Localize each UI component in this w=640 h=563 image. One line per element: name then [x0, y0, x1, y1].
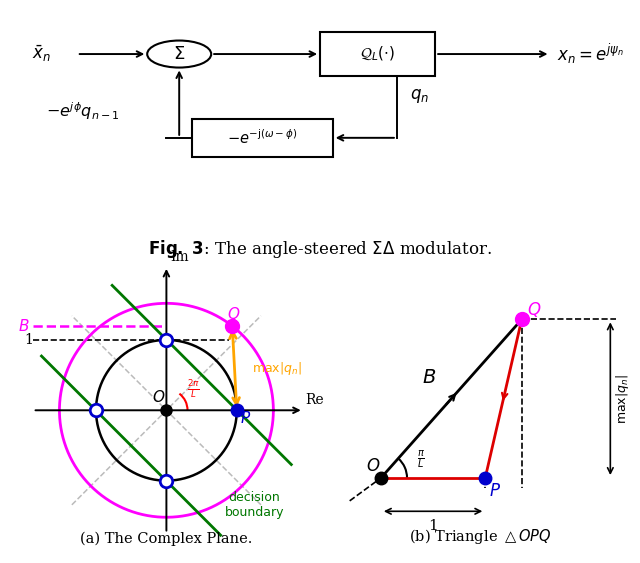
- Text: $O$: $O$: [152, 389, 166, 405]
- Text: $\mathcal{Q}_L(\cdot)$: $\mathcal{Q}_L(\cdot)$: [360, 45, 396, 63]
- Text: $\bar{x}_n$: $\bar{x}_n$: [32, 44, 51, 64]
- Text: $Q$: $Q$: [527, 300, 541, 319]
- Text: 1: 1: [25, 333, 34, 347]
- Text: decision
boundary: decision boundary: [225, 491, 284, 519]
- FancyBboxPatch shape: [320, 33, 435, 75]
- Text: $B$: $B$: [422, 369, 436, 387]
- Text: $x_n = e^{j\psi_n}$: $x_n = e^{j\psi_n}$: [557, 42, 624, 66]
- Text: Im: Im: [171, 250, 189, 264]
- Text: $B$: $B$: [18, 318, 29, 334]
- Text: $q_n$: $q_n$: [410, 87, 429, 105]
- Text: $-e^{j\phi}q_{n-1}$: $-e^{j\phi}q_{n-1}$: [46, 100, 120, 122]
- Text: $P$: $P$: [490, 482, 501, 499]
- Text: 1: 1: [428, 519, 438, 533]
- Text: $\frac{\pi}{L}$: $\frac{\pi}{L}$: [417, 448, 424, 470]
- Text: $\frac{2\pi}{L}$: $\frac{2\pi}{L}$: [187, 378, 200, 400]
- Text: $\mathbf{Fig.\ 3}$: The angle-steered $\Sigma\Delta$ modulator.: $\mathbf{Fig.\ 3}$: The angle-steered $\…: [148, 238, 492, 260]
- FancyBboxPatch shape: [192, 119, 333, 157]
- Text: $\Sigma$: $\Sigma$: [173, 45, 186, 63]
- Text: max$|q_n|$: max$|q_n|$: [614, 374, 632, 423]
- Text: $P$: $P$: [240, 410, 252, 426]
- Text: max$|q_n|$: max$|q_n|$: [252, 360, 302, 377]
- Text: Re: Re: [306, 393, 324, 406]
- Text: (b) Triangle $\triangle OPQ$: (b) Triangle $\triangle OPQ$: [409, 527, 551, 546]
- Text: (a) The Complex Plane.: (a) The Complex Plane.: [80, 531, 253, 546]
- Text: $Q$: $Q$: [227, 305, 240, 323]
- Text: $-e^{-\mathrm{j}(\omega-\phi)}$: $-e^{-\mathrm{j}(\omega-\phi)}$: [227, 128, 298, 147]
- Text: $O$: $O$: [366, 458, 381, 475]
